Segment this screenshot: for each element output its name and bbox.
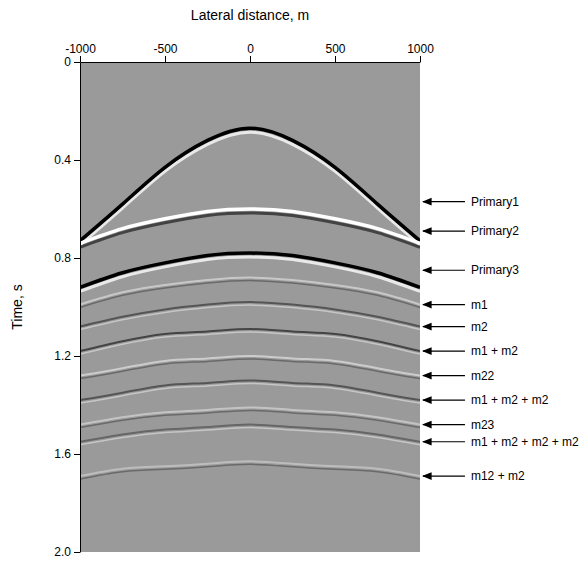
annotation-label: m2 [471,320,488,334]
y-tick: 0.4 [54,153,80,167]
annotation-arrow [423,304,465,305]
annotation-arrow [423,201,465,202]
y-tick: 0.8 [54,251,80,265]
x-tick: -500 [153,42,177,62]
event-lobe [80,213,420,247]
y-tick-mark [74,552,80,553]
event-line [80,209,420,243]
annotation-arrow [423,441,465,442]
event-lobe [80,464,420,479]
y-tick-mark [74,454,80,455]
event-line [80,253,420,287]
x-tick-mark [165,56,166,62]
annotation-arrow [423,424,465,425]
y-tick-label: 0.4 [54,153,71,167]
x-tick: 1000 [407,42,434,62]
annotation-arrow [423,375,465,376]
x-tick-mark [335,56,336,62]
y-tick-label: 1.6 [54,447,71,461]
event-line [80,425,420,442]
y-tick-mark [74,160,80,161]
event-lobe [80,132,420,245]
x-tick-mark [250,56,251,62]
y-tick-mark [74,356,80,357]
annotation-arrow [423,230,465,231]
y-tick: 1.6 [54,447,80,461]
chart: -1000 -500 0 500 1000 0 0.4 0.8 1.2 1.6 2.0 Lateral… [0,0,585,576]
y-tick-label: 0 [64,55,71,69]
annotations: Primary1 Primary2 Primary3 m1 m2 m1 + m2 m22 m1… [423,195,579,483]
x-tick: 500 [325,42,345,62]
annotation-label: Primary3 [471,263,519,277]
event-lobe [80,281,420,308]
annotation-label: m1 + m2 + m2 + m2 [471,435,579,449]
x-axis-title: Lateral distance, m [191,7,309,23]
annotation-arrow [423,400,465,401]
annotation-label: m1 [471,298,488,312]
y-tick-label: 2.0 [54,545,71,559]
x-tick: 0 [247,42,254,62]
event-line [80,128,420,241]
y-tick-label: 0.8 [54,251,71,265]
event-lobe [80,384,420,404]
x-tick-label: 500 [325,42,345,56]
x-tick-label: 1000 [407,42,434,56]
y-axis-title: Time, s [9,284,25,329]
annotation-label: m1 + m2 [471,344,518,358]
annotation-label: m22 [471,369,495,383]
y-axis: 0 0.4 0.8 1.2 1.6 2.0 [54,55,80,559]
y-tick: 2.0 [54,545,80,559]
x-tick-label: -500 [153,42,177,56]
annotation-label: m12 + m2 [471,469,525,483]
y-tick-mark [74,258,80,259]
y-tick: 0 [64,55,80,69]
x-tick-label: -1000 [65,42,96,56]
plot-area [80,128,420,479]
y-tick: 1.2 [54,349,80,363]
annotation-arrow [423,351,465,352]
x-tick-mark [80,56,81,62]
event-lobe [80,332,420,354]
event-line [80,407,420,424]
annotation-arrow [423,270,465,271]
annotation-label: Primary1 [471,195,519,209]
event-lobe [80,359,420,379]
x-tick-mark [420,56,421,62]
event-lobe [80,428,420,445]
annotation-label: m23 [471,418,495,432]
event-line [80,278,420,305]
y-tick-label: 1.2 [54,349,71,363]
x-axis: -1000 -500 0 500 1000 [65,42,434,63]
event-line [80,461,420,476]
annotation-label: Primary2 [471,224,519,238]
event-lobe [80,305,420,330]
annotation-arrow [423,326,465,327]
event-line [80,381,420,401]
x-axis-line [81,62,421,63]
event-line [80,356,420,376]
plot-background [80,62,420,552]
x-tick-label: 0 [247,42,254,56]
annotation-label: m1 + m2 + m2 [471,393,549,407]
event-lobe [80,257,420,291]
y-tick-mark [74,62,80,63]
event-line [80,302,420,327]
annotation-arrow [423,475,465,476]
y-axis-line [80,63,81,553]
event-line [80,329,420,351]
